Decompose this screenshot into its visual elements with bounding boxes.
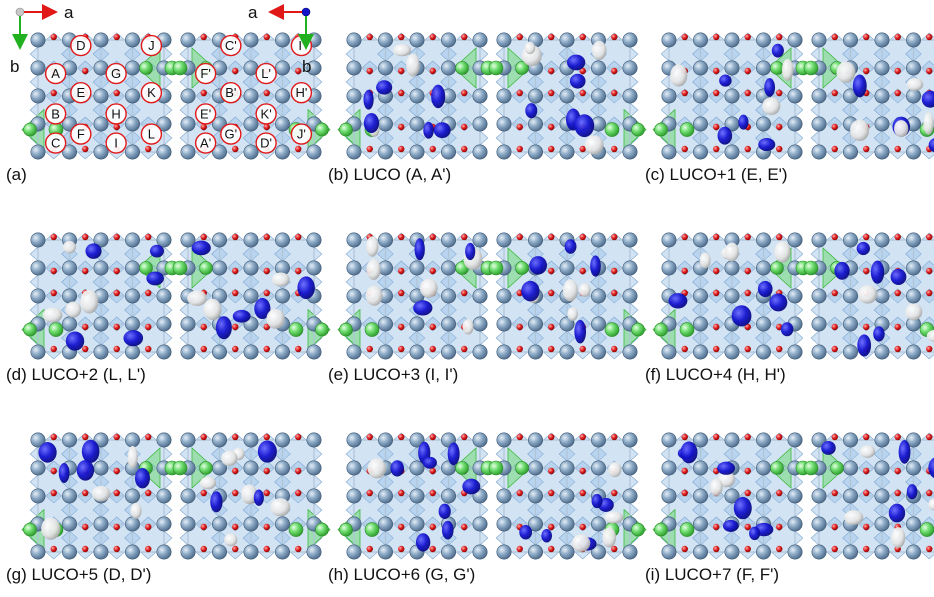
site-label: F <box>77 127 85 142</box>
site-label: A' <box>200 136 211 151</box>
site-label: E' <box>200 106 211 121</box>
site-marker-ring <box>290 81 313 104</box>
site-label: K' <box>261 106 272 121</box>
site-marker-ring <box>220 34 242 57</box>
site-label: F' <box>200 66 210 81</box>
site-label: H <box>111 106 120 121</box>
panel-caption-c: (c) LUCO+1 (E, E') <box>645 165 788 184</box>
site-marker-ring <box>140 34 163 57</box>
site-label: D' <box>260 136 272 151</box>
site-marker-ring <box>140 123 163 145</box>
site-marker-ring <box>255 132 277 154</box>
site-marker-ring <box>140 81 163 104</box>
panel-caption-i: (i) LUCO+7 (F, F') <box>645 565 779 584</box>
site-label: B <box>51 106 60 121</box>
site-label: E <box>77 85 86 100</box>
site-marker-ring <box>194 132 217 154</box>
site-label: L' <box>261 66 271 81</box>
site-label: H' <box>295 85 307 100</box>
site-label: B' <box>225 85 236 100</box>
site-marker-ring <box>255 103 277 125</box>
axis-origin-sphere-icon <box>301 7 311 17</box>
site-label: C' <box>225 38 237 53</box>
panel-i <box>652 432 934 560</box>
axis-origin-sphere-icon <box>15 7 25 17</box>
panel-caption-e: (e) LUCO+3 (I, I') <box>328 365 458 384</box>
panel-caption-g: (g) LUCO+5 (D, D') <box>6 565 151 584</box>
panel-caption-d: (d) LUCO+2 (L, L') <box>6 365 146 384</box>
site-label: G <box>111 66 121 81</box>
site-label: G' <box>225 127 238 142</box>
site-marker-ring <box>105 103 127 125</box>
a-axis-label: a <box>248 3 258 22</box>
site-label: J <box>148 38 155 53</box>
site-label: I <box>114 136 118 151</box>
panel-caption-a: (a) <box>6 165 27 184</box>
site-marker-ring <box>105 132 127 154</box>
site-marker-ring <box>290 123 313 145</box>
site-marker-ring <box>220 81 242 104</box>
panel-caption-h: (h) LUCO+6 (G, G') <box>328 565 475 584</box>
site-marker-ring <box>220 123 242 145</box>
axis-indicator-left: ab <box>10 3 74 76</box>
panel-caption-b: (b) LUCO (A, A') <box>328 165 451 184</box>
b-axis-label: b <box>302 57 311 76</box>
site-label: K <box>147 85 156 100</box>
panel-caption-f: (f) LUCO+4 (H, H') <box>645 365 786 384</box>
site-marker-ring <box>194 103 217 125</box>
site-marker-ring <box>70 81 92 104</box>
site-marker-ring <box>105 62 127 85</box>
panel-d <box>21 232 331 360</box>
b-axis-label: b <box>10 57 19 76</box>
axis-indicator-right: ab <box>248 3 314 76</box>
panel-c <box>652 32 934 160</box>
site-marker-ring <box>44 62 67 85</box>
panel-e <box>337 232 647 360</box>
panel-g <box>21 432 331 560</box>
site-marker-ring <box>194 62 217 85</box>
site-marker-ring <box>255 62 277 85</box>
site-label: C <box>51 136 60 151</box>
site-label: J' <box>297 127 306 142</box>
site-label: L <box>148 127 155 142</box>
site-marker-ring <box>44 132 67 154</box>
panel-h <box>337 432 647 560</box>
site-marker-ring <box>44 103 67 125</box>
a-axis-label: a <box>64 3 74 22</box>
panel-a: D J A G E K B H C F I L C' I' F' L' B' H' E' K' A' G' D' J' <box>21 32 331 160</box>
site-label: I' <box>298 38 304 53</box>
site-label: A <box>51 66 60 81</box>
panel-b <box>337 32 647 160</box>
site-marker-ring <box>70 123 92 145</box>
panel-f <box>652 232 934 360</box>
site-label: D <box>76 38 85 53</box>
site-marker-ring <box>70 34 92 57</box>
